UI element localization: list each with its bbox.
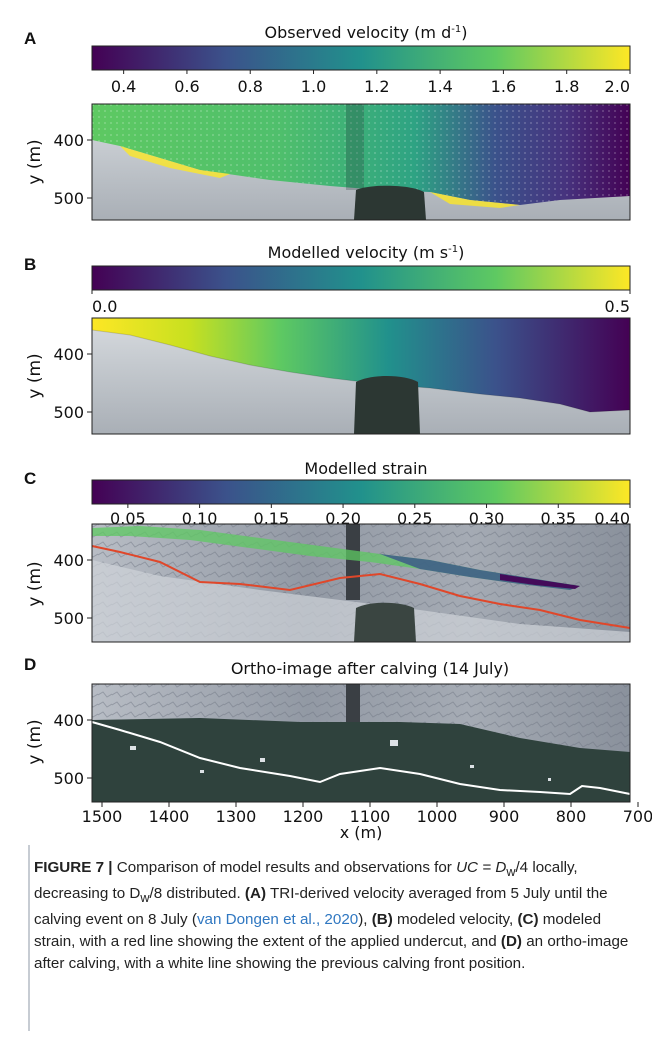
figure-caption: FIGURE 7 | Comparison of model results a… [0, 845, 652, 1037]
caption-uc: UC [456, 859, 479, 876]
panel-b-velocity-field [92, 318, 630, 412]
panel-d-map [91, 683, 631, 803]
x-tick-label: 800 [556, 807, 587, 826]
caption-part: modeled velocity, [392, 911, 518, 929]
colorbar-c-tick-label: 0.05 [110, 509, 146, 528]
caption-part: modeled strain, with a red line showing … [34, 911, 602, 951]
colorbar-a-tick-label: 1.2 [364, 77, 389, 96]
caption-panel-c-ref: (C) [517, 911, 539, 929]
colorbar-c-tick-label: 0.25 [397, 509, 433, 528]
caption-panel-b-ref: (B) [371, 911, 393, 929]
caption-panel-d-ref: (D) [500, 933, 522, 951]
panel-b-colorbar [91, 265, 631, 291]
caption-part: ), [358, 911, 372, 929]
panel-b-letter: B [24, 255, 36, 274]
panel-a-y-label: y (m) [25, 139, 45, 184]
x-tick-label: 1300 [216, 807, 257, 826]
caption-text: FIGURE 7 | Comparison of model results a… [34, 857, 640, 975]
colorbar-c-tick-label: 0.35 [540, 509, 576, 528]
panel-c: C Modelled strain 0.05 0.10 0.15 0.20 0.25 0.… [24, 459, 631, 643]
panel-b-colorbar-ticks: 0.0 0.5 [91, 290, 631, 316]
panel-c-title: Modelled strain [304, 459, 427, 478]
panel-a-water-pool [354, 185, 426, 220]
caption-rule [28, 845, 30, 1031]
caption-sub: w [506, 865, 516, 880]
panel-c-y-label: y (m) [25, 561, 45, 606]
panel-c-undercut-line [91, 545, 631, 629]
panel-b-y-ticks: 400 500 [53, 345, 92, 422]
colorbar-a-tick-label: 0.8 [238, 77, 263, 96]
colorbar-a-tick-label: 1.6 [491, 77, 516, 96]
panel-c-letter: C [24, 469, 36, 488]
y-tick-label: 400 [53, 345, 84, 364]
figure-7: A Observed velocity (m d-1) 0.4 0.6 0.8 1.0… [24, 23, 652, 842]
citation-link[interactable]: van Dongen et al., 2020 [196, 911, 359, 929]
colorbar-c-tick-label: 0.20 [325, 509, 361, 528]
panel-c-colorbar-ticks: 0.05 0.10 0.15 0.20 0.25 0.30 0.35 0.40 [110, 504, 631, 528]
colorbar-b-tick-label: 0.0 [92, 297, 117, 316]
colorbar-a-tick-label: 0.4 [111, 77, 136, 96]
panel-d-x-ticks: 1500 1400 1300 1200 1100 1000 900 800 700 [82, 802, 652, 826]
panel-d-previous-front-line [91, 721, 631, 796]
panel-c-water-pool [354, 602, 416, 642]
panel-d-water [92, 718, 630, 802]
caption-label: FIGURE 7 | [34, 859, 113, 876]
panel-d-letter: D [24, 655, 36, 674]
panel-b-title: Modelled velocity (m s-1) [268, 243, 465, 262]
panel-b-map [91, 317, 631, 435]
y-tick-label: 500 [53, 403, 84, 422]
panel-c-y-ticks: 400 500 [53, 551, 92, 628]
colorbar-a-tick-label: 1.8 [554, 77, 579, 96]
caption-part: an ortho-image after calving, with a whi… [34, 933, 629, 973]
panel-d: D Ortho-image after calving (14 July) 40… [24, 655, 652, 842]
y-tick-label: 500 [53, 189, 84, 208]
x-tick-label: 1100 [350, 807, 391, 826]
y-tick-label: 400 [53, 131, 84, 150]
x-tick-label: 700 [623, 807, 652, 826]
caption-part: Comparison of model results and observat… [112, 859, 457, 876]
colorbar-c-tick-label: 0.10 [182, 509, 218, 528]
colorbar-a-tick-label: 2.0 [605, 77, 630, 96]
caption-panel-a-ref: (A) [244, 885, 267, 903]
caption-sub: w [140, 891, 150, 906]
x-tick-label: 900 [489, 807, 520, 826]
colorbar-b-tick-label: 0.5 [605, 297, 630, 316]
panel-c-map [91, 523, 631, 643]
panel-a-map [91, 103, 631, 221]
panel-d-y-label: y (m) [25, 719, 45, 764]
x-tick-label: 1400 [149, 807, 190, 826]
colorbar-a-tick-label: 0.6 [174, 77, 199, 96]
y-tick-label: 500 [53, 609, 84, 628]
colorbar-c-tick-label: 0.15 [254, 509, 290, 528]
colorbar-a-tick-label: 1.0 [301, 77, 326, 96]
caption-part: /8 distributed. [149, 885, 245, 903]
panel-b-water-pool [354, 376, 420, 434]
caption-part: TRI-derived velocity averaged from 5 Jul… [34, 885, 608, 929]
panel-a-colorbar-ticks: 0.4 0.6 0.8 1.0 1.2 1.4 1.6 1.8 2.0 [111, 70, 631, 96]
x-tick-label: 1200 [283, 807, 324, 826]
y-tick-label: 400 [53, 711, 84, 730]
panel-a-title: Observed velocity (m d-1) [265, 23, 468, 42]
x-tick-label: 1500 [82, 807, 123, 826]
panel-a-y-ticks: 400 500 [53, 131, 92, 208]
colorbar-c-tick-label: 0.30 [469, 509, 505, 528]
panel-c-colorbar [91, 479, 631, 505]
figure-canvas: A Observed velocity (m d-1) 0.4 0.6 0.8 1.0… [24, 23, 652, 842]
panel-a: A Observed velocity (m d-1) 0.4 0.6 0.8 1.0… [24, 23, 631, 221]
y-tick-label: 500 [53, 769, 84, 788]
panel-d-x-label: x (m) [340, 823, 383, 842]
panel-b: B Modelled velocity (m s-1) 0.0 0.5 400 50… [24, 243, 631, 435]
caption-part: /4 locally, decreasing to D [34, 859, 578, 903]
panel-a-letter: A [24, 29, 36, 48]
panel-b-y-label: y (m) [25, 353, 45, 398]
panel-d-title: Ortho-image after calving (14 July) [231, 659, 509, 678]
colorbar-a-tick-label: 1.4 [427, 77, 452, 96]
panel-d-y-ticks: 400 500 [53, 711, 92, 788]
colorbar-c-tick-label: 0.40 [594, 509, 630, 528]
caption-part: = D [478, 859, 507, 876]
panel-a-colorbar [91, 45, 631, 71]
x-tick-label: 1000 [417, 807, 458, 826]
y-tick-label: 400 [53, 551, 84, 570]
